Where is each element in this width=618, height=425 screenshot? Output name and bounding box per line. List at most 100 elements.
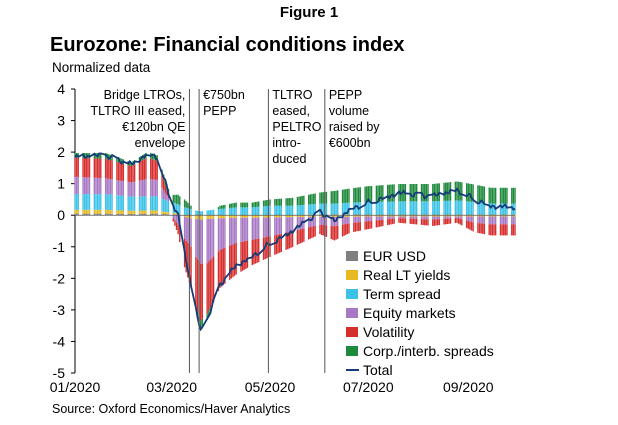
bar-term-spread	[469, 201, 471, 215]
bar-volatility	[109, 160, 112, 180]
bar-volatility	[398, 218, 400, 223]
bar-term-spread	[83, 194, 86, 210]
bar-equity-markets	[404, 216, 407, 219]
bar-equity-markets	[161, 187, 163, 199]
bar-volatility	[288, 232, 291, 249]
bar-real-lt-yields	[224, 215, 226, 219]
bar-volatility	[280, 233, 283, 252]
bar-eur-usd	[74, 213, 76, 216]
bar-volatility	[301, 228, 303, 243]
bar-volatility	[325, 225, 328, 237]
bar-volatility	[448, 218, 450, 224]
bar-equity-markets	[264, 217, 266, 238]
bar-term-spread	[438, 201, 440, 215]
event-annotation-text: €750bn	[203, 88, 245, 102]
bar-equity-markets	[232, 217, 234, 245]
bar-term-spread	[278, 205, 281, 216]
bar-equity-markets	[183, 216, 186, 239]
bar-corp-interb-spreads	[185, 201, 187, 208]
bar-equity-markets	[127, 181, 129, 197]
bar-term-spread	[503, 203, 505, 215]
bar-equity-markets	[77, 176, 79, 195]
bar-volatility	[172, 218, 175, 222]
bar-real-lt-yields	[161, 211, 163, 214]
bar-equity-markets	[501, 216, 503, 225]
bar-volatility	[164, 185, 166, 193]
bar-volatility	[298, 229, 300, 245]
bar-term-spread	[156, 196, 158, 211]
bar-real-lt-yields	[190, 215, 192, 219]
bar-real-lt-yields	[164, 211, 166, 215]
bar-corp-interb-spreads	[320, 192, 323, 204]
bar-real-lt-yields	[138, 210, 141, 214]
bar-corp-interb-spreads	[269, 199, 271, 206]
bar-corp-interb-spreads	[427, 183, 429, 202]
bar-corp-interb-spreads	[235, 202, 237, 208]
bar-volatility	[83, 158, 86, 178]
bar-real-lt-yields	[399, 215, 402, 217]
bar-corp-interb-spreads	[482, 186, 484, 203]
bar-corp-interb-spreads	[341, 189, 344, 204]
bar-corp-interb-spreads	[322, 192, 324, 204]
bar-term-spread	[74, 194, 76, 210]
bar-real-lt-yields	[299, 215, 302, 218]
bar-equity-markets	[175, 215, 178, 223]
bar-term-spread	[106, 194, 108, 210]
bar-term-spread	[224, 208, 226, 216]
bar-term-spread	[356, 202, 358, 215]
bar-equity-markets	[348, 216, 350, 224]
bar-real-lt-yields	[98, 209, 100, 214]
bar-volatility	[337, 225, 339, 239]
bar-equity-markets	[424, 216, 426, 220]
bar-equity-markets	[401, 216, 403, 219]
bar-term-spread	[415, 201, 418, 215]
bar-term-spread	[108, 194, 110, 210]
bar-volatility	[335, 225, 337, 240]
bar-equity-markets	[454, 216, 457, 219]
bar-corp-interb-spreads	[503, 187, 505, 204]
bar-term-spread	[457, 200, 460, 215]
bar-real-lt-yields	[314, 215, 316, 217]
bar-term-spread	[467, 201, 469, 215]
bar-term-spread	[432, 201, 434, 215]
bar-real-lt-yields	[195, 215, 197, 220]
y-tick-label: 1	[57, 176, 65, 192]
bar-corp-interb-spreads	[153, 154, 155, 160]
bar-corp-interb-spreads	[129, 161, 131, 166]
bar-term-spread	[167, 201, 170, 213]
bar-corp-interb-spreads	[206, 313, 208, 320]
bar-term-spread	[287, 205, 289, 216]
bar-real-lt-yields	[356, 215, 358, 217]
bar-equity-markets	[280, 217, 283, 234]
bar-corp-interb-spreads	[411, 183, 413, 202]
bar-corp-interb-spreads	[332, 191, 334, 204]
bar-corp-interb-spreads	[312, 193, 315, 205]
bar-real-lt-yields	[504, 215, 507, 217]
bar-equity-markets	[332, 216, 334, 227]
bar-equity-markets	[201, 219, 204, 264]
bar-corp-interb-spreads	[319, 192, 321, 204]
legend-label: EUR USD	[363, 248, 426, 264]
bar-real-lt-yields	[143, 210, 146, 214]
bar-term-spread	[454, 200, 457, 215]
bar-eur-usd	[98, 213, 100, 216]
bar-term-spread	[245, 207, 247, 216]
bar-equity-markets	[150, 179, 152, 197]
bar-equity-markets	[494, 216, 497, 225]
bar-corp-interb-spreads	[288, 198, 291, 206]
bar-equity-markets	[491, 216, 494, 225]
bar-equity-markets	[482, 216, 484, 224]
bar-volatility	[245, 241, 247, 269]
bar-real-lt-yields	[74, 209, 76, 214]
bar-equity-markets	[465, 216, 468, 221]
bar-corp-interb-spreads	[443, 182, 445, 201]
bar-volatility	[77, 157, 79, 177]
bar-volatility	[154, 160, 157, 180]
bar-volatility	[296, 230, 299, 245]
bar-equity-markets	[388, 216, 390, 220]
bar-real-lt-yields	[296, 215, 299, 218]
bar-equity-markets	[209, 218, 212, 260]
bar-equity-markets	[174, 215, 176, 221]
bar-equity-markets	[156, 179, 158, 197]
bar-real-lt-yields	[320, 215, 323, 217]
